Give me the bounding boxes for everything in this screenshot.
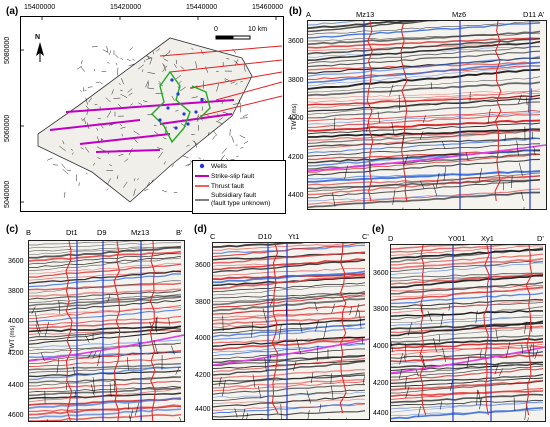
e-y-tick-2: 3800 <box>373 306 389 313</box>
d-y-tick-3: 4000 <box>195 335 211 342</box>
map-y-tick-3: 5040000 <box>4 180 11 208</box>
panel-b-well-1: Mz13 <box>356 10 375 19</box>
c-y-tick-5: 4400 <box>8 382 24 389</box>
legend-strike-slip-label: Strike-slip fault <box>211 172 255 180</box>
legend-subsidiary-label: Subsidiary fault (fault type unknown) <box>211 192 271 207</box>
scale-zero: 0 <box>214 26 218 33</box>
seismic-section-b <box>307 20 547 210</box>
map-x-tick-2: 15420000 <box>110 4 142 11</box>
b-y-tick-1: 3600 <box>288 38 304 45</box>
panel-e-corner-right: D' <box>537 234 544 243</box>
panel-e-well-2: Xy1 <box>481 234 494 243</box>
strike-slip-faults <box>49 99 235 153</box>
panel-c-well-3: Mz13 <box>131 228 150 237</box>
legend-subsidiary: Subsidiary fault (fault type unknown) <box>193 191 285 209</box>
survey-area <box>37 37 253 203</box>
c-y-tick-4: 4200 <box>8 350 24 357</box>
legend-wells: Wells <box>193 161 285 171</box>
map-y-tick-2: 5060000 <box>4 114 11 142</box>
map-legend: Wells Strike-slip fault Thrust fault Sub… <box>192 160 286 214</box>
map-x-tick-4: 15460000 <box>252 4 284 11</box>
seismic-section-e <box>390 244 546 422</box>
legend-thrust-label: Thrust fault <box>211 182 244 190</box>
panel-b-well-3: D11 <box>523 10 537 19</box>
b-y-axis-label: TWT (ms) <box>292 103 298 130</box>
c-y-tick-6: 4600 <box>8 412 24 419</box>
panel-e-label: (e) <box>372 224 385 235</box>
d-y-tick-5: 4400 <box>195 406 211 413</box>
b-y-tick-2: 3800 <box>288 77 304 84</box>
map-x-tick-1: 15400000 <box>24 4 56 11</box>
legend-wells-label: Wells <box>211 162 227 170</box>
map-frame <box>20 16 284 212</box>
legend-thrust: Thrust fault <box>193 181 285 191</box>
d-y-tick-2: 3800 <box>195 299 211 306</box>
b-y-tick-3: 4000 <box>288 115 304 122</box>
panel-d-label: (d) <box>194 224 207 235</box>
seismic-section-d <box>212 242 370 420</box>
legend-strike-slip: Strike-slip fault <box>193 171 285 181</box>
map-y-tick-1: 5080000 <box>4 36 11 64</box>
b-y-tick-5: 4400 <box>288 192 304 199</box>
panel-e-corner-left: D <box>388 234 394 243</box>
scale-bar <box>215 35 251 40</box>
c-y-tick-3: 4000 <box>8 318 24 325</box>
panel-b-corner-left: A <box>306 10 312 19</box>
panel-e-well-1: Y001 <box>448 234 466 243</box>
north-label: N <box>35 34 41 41</box>
panel-d-well-2: Yt1 <box>288 232 300 241</box>
panel-c-well-2: D9 <box>97 228 107 237</box>
panel-d-corner-left: C <box>210 232 216 241</box>
seismic-section-c <box>28 240 185 422</box>
panel-c-corner-right: B' <box>176 228 183 237</box>
panel-b-corner-right: A' <box>538 10 545 19</box>
panel-c-well-1: Dt1 <box>66 228 78 237</box>
panel-a-label: (a) <box>6 6 19 17</box>
panel-d-well-1: D10 <box>258 232 272 241</box>
c-y-axis-label: TWT (ms) <box>10 325 16 352</box>
well-markers <box>158 78 204 130</box>
map-x-tick-3: 15440000 <box>186 4 218 11</box>
subsidiary-faults <box>47 45 250 198</box>
d-y-tick-4: 4200 <box>195 372 211 379</box>
panel-d-corner-right: C' <box>362 232 369 241</box>
b-y-tick-4: 4200 <box>288 154 304 161</box>
e-y-tick-5: 4400 <box>373 410 389 417</box>
e-y-tick-4: 4200 <box>373 380 389 387</box>
thrust-faults <box>159 45 283 117</box>
d-y-tick-1: 3600 <box>195 262 211 269</box>
e-y-tick-3: 4000 <box>373 343 389 350</box>
c-y-tick-2: 3800 <box>8 288 24 295</box>
panel-b-well-2: Mz6 <box>452 10 467 19</box>
e-y-tick-1: 3600 <box>373 270 389 277</box>
panel-c-corner-left: B <box>26 228 32 237</box>
panel-b-label: (b) <box>289 6 302 17</box>
scale-text: 10 km <box>248 26 268 33</box>
north-arrow-icon <box>36 42 44 62</box>
c-y-tick-1: 3600 <box>8 258 24 265</box>
panel-c-label: (c) <box>6 224 19 235</box>
